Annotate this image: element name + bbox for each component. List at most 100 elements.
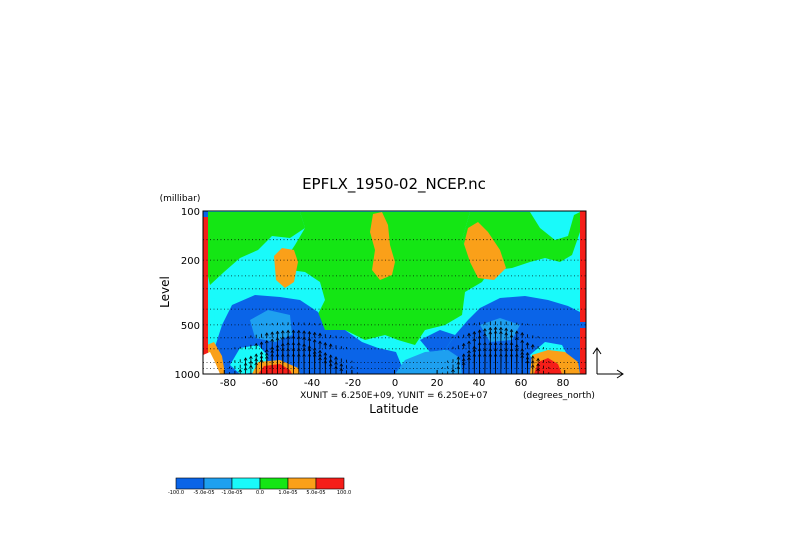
flux-vector-head	[520, 332, 525, 336]
reference-arrow-horizontal	[597, 369, 624, 379]
colorbar-label: 5.0e-05	[306, 490, 325, 496]
flux-vector-head	[530, 344, 535, 348]
flux-vector-head	[270, 331, 275, 335]
flux-vector-head	[264, 339, 269, 344]
contour-region-orange-nh	[464, 222, 506, 280]
flux-vector-head	[483, 328, 487, 332]
flux-vector-head	[504, 327, 509, 331]
flux-vector-head	[259, 341, 264, 345]
contour-region-lightblue-sh	[250, 310, 292, 342]
contour-region-red-nh	[534, 358, 562, 374]
x-tick-label: 60	[515, 378, 528, 389]
ep-flux-vectors	[229, 321, 550, 374]
flux-vector-head	[461, 342, 466, 347]
colorbar-swatch	[315, 477, 345, 490]
flux-vector-head	[472, 331, 477, 335]
flux-vector-head	[286, 329, 290, 333]
flux-vector-head	[499, 326, 503, 331]
flux-vector-head	[307, 330, 312, 335]
y-axis-label: Level	[158, 276, 172, 308]
y-unit-label: (millibar)	[160, 194, 201, 204]
colorbar-swatch	[203, 477, 233, 490]
x-tick-label: -20	[345, 378, 361, 389]
flux-vector-head	[280, 330, 285, 334]
x-tick-label: -60	[262, 378, 278, 389]
colorbar-swatch	[231, 477, 261, 490]
flux-vector-head	[243, 362, 248, 366]
flux-vector-head	[264, 332, 269, 336]
flux-vector-head	[493, 326, 498, 330]
y-tick-label: 200	[181, 256, 200, 267]
colorbar-label: -100.0	[168, 490, 184, 496]
colorbar-label: 0.0	[256, 490, 264, 496]
flux-vector-head	[264, 348, 269, 353]
colorbar-label: 100.0	[337, 490, 351, 496]
flux-vector-head	[520, 339, 525, 343]
contour-region-green-central	[285, 212, 490, 345]
flux-vector-head	[275, 330, 280, 334]
flux-vector-head	[328, 354, 333, 358]
flux-vector-head	[318, 349, 322, 354]
flux-vector-head	[461, 353, 466, 357]
contour-region-green-sh	[207, 212, 305, 285]
x-unit-label: (degrees_north)	[523, 391, 595, 401]
colorbar-swatch	[259, 477, 289, 490]
colorbar-swatch	[175, 477, 205, 490]
flux-vector-head	[249, 355, 253, 359]
flux-vector-head	[254, 342, 259, 347]
flux-vector-head	[477, 329, 482, 333]
x-tick-label: 40	[473, 378, 486, 389]
flux-vector-head	[456, 356, 461, 360]
flux-vector-head	[514, 330, 519, 334]
colorbar-swatch	[287, 477, 317, 490]
x-tick-label: 0	[392, 378, 398, 389]
contour-region-cyan-sh-edge	[207, 298, 215, 338]
y-tick-label: 100	[181, 207, 200, 218]
flux-vector-head	[339, 363, 344, 367]
flux-vector-head	[530, 355, 535, 359]
contour-region-orange-sh	[274, 248, 298, 288]
contour-region-blue-corner	[203, 211, 208, 217]
contour-region-red-east-edge	[580, 211, 586, 374]
heatmap-layer	[203, 211, 586, 374]
y-axis-tick-labels: 100 200 500 1000	[175, 207, 200, 381]
x-tick-label: -40	[304, 378, 320, 389]
y-tick-label: 500	[181, 321, 200, 332]
flux-vector-head	[243, 357, 248, 361]
flux-vector-head	[525, 342, 530, 346]
contour-region-blue-mid	[420, 330, 455, 352]
colorbar	[175, 477, 345, 490]
flux-vector-head	[467, 340, 471, 344]
flux-vector-head	[318, 332, 322, 336]
contour-region-lightblue-eq	[395, 350, 462, 374]
flux-vector-head	[451, 368, 455, 373]
vector-reference-key	[592, 347, 624, 379]
flux-vector-head	[323, 342, 328, 346]
colorbar-label: 1.0e-05	[278, 490, 297, 496]
flux-vector-head	[291, 329, 296, 333]
x-tick-label: 20	[431, 378, 444, 389]
flux-vector-head	[296, 329, 301, 334]
flux-vector-head	[467, 332, 471, 336]
colorbar-label: -1.0e-05	[222, 490, 243, 496]
flux-vector-head	[254, 353, 259, 357]
flux-vector-head	[312, 339, 317, 343]
flux-vector-head	[334, 356, 338, 360]
y-tick-label: 1000	[175, 370, 200, 381]
colorbar-labels: -100.0 -5.0e-05 -1.0e-05 0.0 1.0e-05 5.0…	[168, 490, 351, 496]
flux-vector-head	[312, 331, 317, 336]
flux-vector-head	[238, 368, 243, 373]
flux-vector-head	[525, 352, 530, 356]
flux-vector-head	[328, 343, 333, 347]
contour-region-red-west-edge	[203, 211, 208, 374]
flux-vector-head	[509, 328, 514, 333]
flux-vector-head	[323, 352, 328, 356]
x-axis-label: Latitude	[369, 402, 418, 416]
contour-region-orange-central	[370, 212, 395, 280]
flux-vector-head	[318, 340, 322, 344]
x-tick-label: 80	[557, 378, 570, 389]
x-axis-tick-labels: -80 -60 -40 -20 0 20 40 60 80	[220, 378, 570, 389]
colorbar-label: -5.0e-05	[194, 490, 215, 496]
flux-vector-head	[536, 362, 540, 367]
